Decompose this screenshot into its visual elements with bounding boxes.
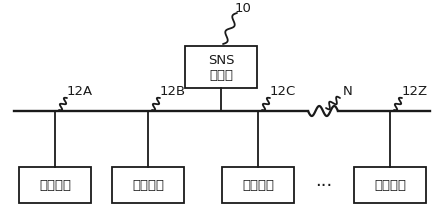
Text: 终端装置: 终端装置 [39,179,71,192]
Text: 终端装置: 终端装置 [374,179,406,192]
Text: SNS: SNS [208,54,234,67]
Text: 12Z: 12Z [402,85,428,98]
Text: 10: 10 [234,2,252,16]
Text: 12C: 12C [270,85,296,98]
Text: ···: ··· [315,176,333,194]
Text: 终端装置: 终端装置 [242,179,274,192]
Bar [19,167,91,203]
Bar [354,167,426,203]
Text: 终端装置: 终端装置 [132,179,164,192]
Text: 12B: 12B [160,85,186,98]
Text: N: N [343,85,353,98]
Text: 服务器: 服务器 [209,69,233,82]
Text: 12A: 12A [67,85,93,98]
Bar [185,47,257,89]
Bar [222,167,294,203]
Bar [112,167,184,203]
